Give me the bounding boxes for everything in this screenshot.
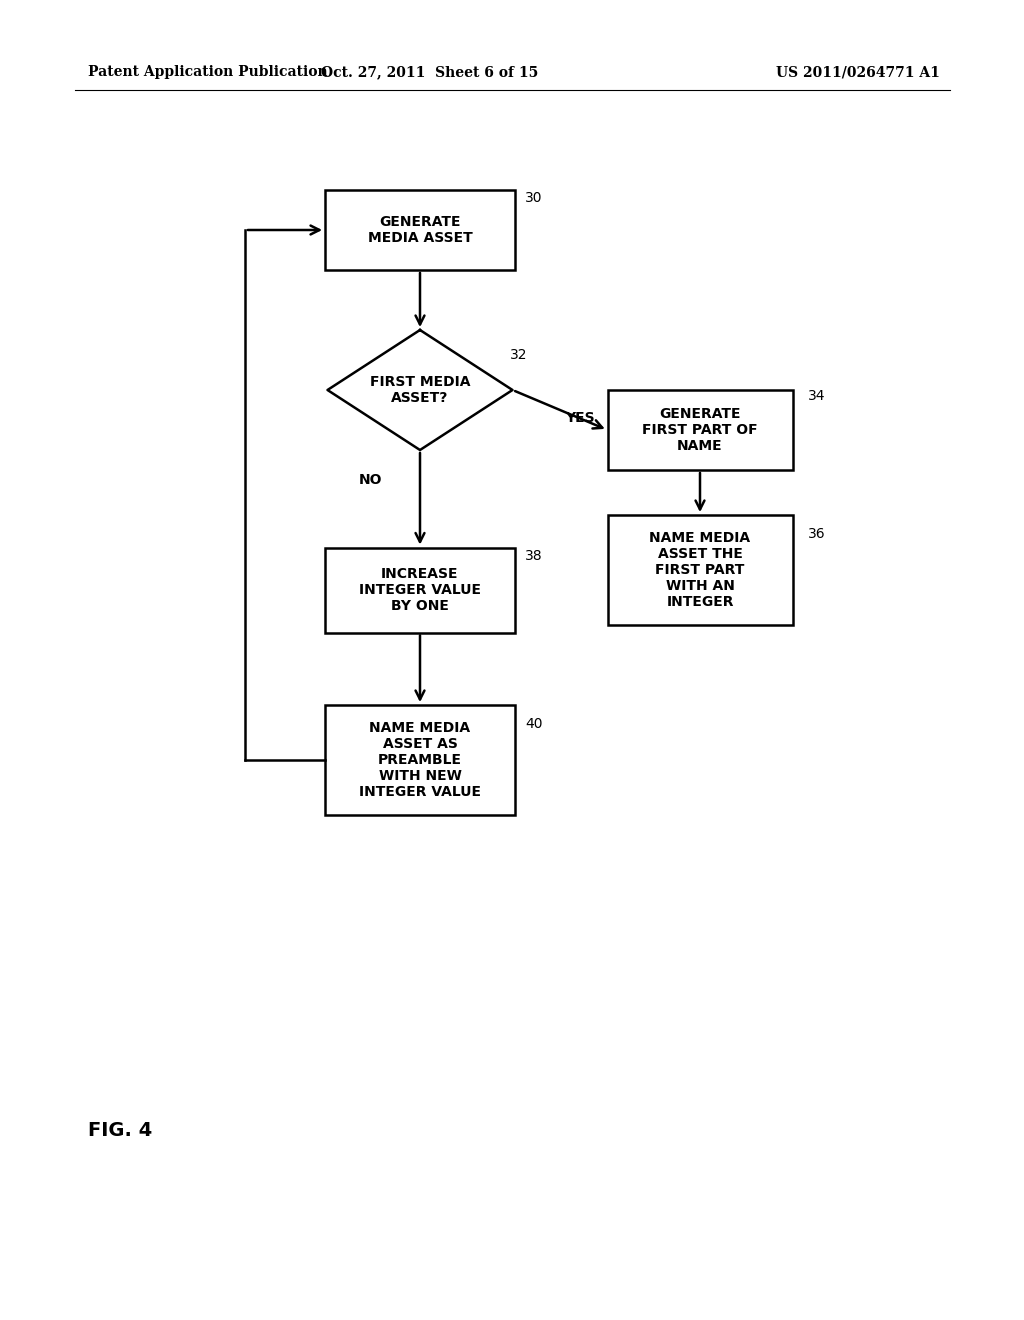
Bar — [325, 705, 515, 814]
Text: FIRST MEDIA
ASSET?: FIRST MEDIA ASSET? — [370, 375, 470, 405]
Bar — [607, 515, 793, 624]
Text: FIG. 4: FIG. 4 — [88, 1121, 153, 1139]
Polygon shape — [328, 330, 512, 450]
Text: GENERATE
MEDIA ASSET: GENERATE MEDIA ASSET — [368, 215, 472, 246]
Bar — [325, 190, 515, 271]
Text: 36: 36 — [808, 527, 825, 541]
Text: 34: 34 — [808, 389, 825, 403]
Text: US 2011/0264771 A1: US 2011/0264771 A1 — [776, 65, 940, 79]
Bar — [325, 548, 515, 632]
Text: NAME MEDIA
ASSET THE
FIRST PART
WITH AN
INTEGER: NAME MEDIA ASSET THE FIRST PART WITH AN … — [649, 531, 751, 610]
Text: 30: 30 — [525, 191, 543, 205]
Text: INCREASE
INTEGER VALUE
BY ONE: INCREASE INTEGER VALUE BY ONE — [359, 566, 481, 614]
Text: Oct. 27, 2011  Sheet 6 of 15: Oct. 27, 2011 Sheet 6 of 15 — [322, 65, 539, 79]
Text: Patent Application Publication: Patent Application Publication — [88, 65, 328, 79]
Text: NO: NO — [358, 473, 382, 487]
Bar — [607, 389, 793, 470]
Text: 32: 32 — [510, 348, 527, 362]
Text: GENERATE
FIRST PART OF
NAME: GENERATE FIRST PART OF NAME — [642, 407, 758, 453]
Text: NAME MEDIA
ASSET AS
PREAMBLE
WITH NEW
INTEGER VALUE: NAME MEDIA ASSET AS PREAMBLE WITH NEW IN… — [359, 721, 481, 800]
Text: YES: YES — [565, 411, 595, 425]
Text: 38: 38 — [525, 549, 543, 564]
Text: 40: 40 — [525, 717, 543, 731]
